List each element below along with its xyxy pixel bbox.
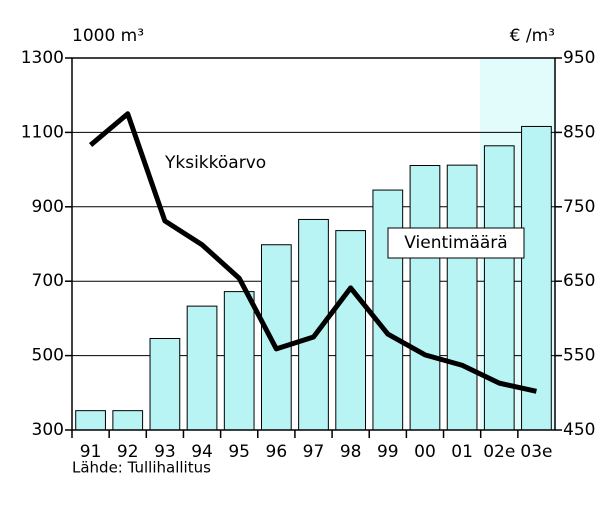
bar <box>149 337 181 431</box>
y2-tick-label: 750 <box>563 197 595 217</box>
x-tick-label: 96 <box>266 442 288 462</box>
bar <box>75 410 106 431</box>
bar-label-box <box>387 227 525 259</box>
bar <box>112 410 144 431</box>
y2-tick-label: 550 <box>563 346 595 366</box>
x-tick-label: 97 <box>303 442 325 462</box>
bar <box>521 125 552 431</box>
x-tick-label: 93 <box>154 442 176 462</box>
x-tick-label: 95 <box>228 442 250 462</box>
y2-tick-label: 950 <box>563 48 595 68</box>
y-tick-label: 500 <box>32 346 64 366</box>
x-tick-label: 02e <box>483 442 515 462</box>
x-tick-label: 99 <box>377 442 399 462</box>
x-tick-label: 91 <box>80 442 102 462</box>
y-tick-label: 900 <box>32 197 64 217</box>
line-label: Yksikköarvo <box>164 153 266 173</box>
y2-tick-label: 650 <box>563 271 595 291</box>
bar <box>446 164 478 431</box>
x-tick-label: 94 <box>191 442 213 462</box>
x-tick-label: 03e <box>520 442 552 462</box>
line <box>88 111 537 394</box>
plot-frame <box>71 57 556 431</box>
x-tick-label: 00 <box>414 442 436 462</box>
y-tick-label: 1100 <box>21 122 64 142</box>
y2-tick-label: 450 <box>563 420 595 440</box>
bar <box>335 230 367 431</box>
y-tick-label: 1300 <box>21 48 64 68</box>
y-tick-label: 300 <box>32 420 64 440</box>
x-tick-label: 98 <box>340 442 362 462</box>
bar <box>372 189 404 431</box>
y2-axis-label: € /m³ <box>510 26 555 46</box>
bar <box>186 305 218 431</box>
x-tick-label: 92 <box>117 442 139 462</box>
source: Lähde: Tullihallitus <box>72 459 211 477</box>
bar <box>223 291 255 431</box>
bar-label: Vientimäärä <box>404 233 507 253</box>
y-tick-label: 700 <box>32 271 64 291</box>
bar <box>260 244 292 431</box>
y-axis-label: 1000 m³ <box>72 26 144 46</box>
bar <box>409 165 441 431</box>
x-tick-label: 01 <box>451 442 473 462</box>
y2-tick-label: 850 <box>563 122 595 142</box>
